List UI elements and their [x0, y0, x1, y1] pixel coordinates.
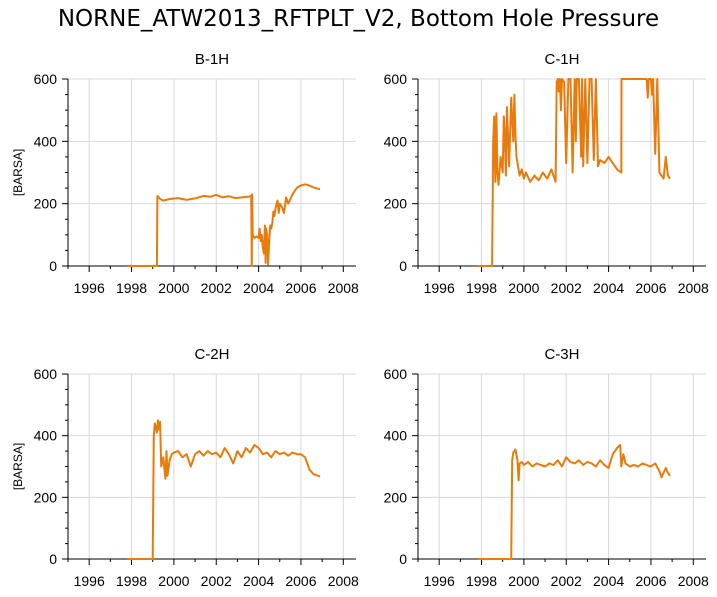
x-tick-label: 1996: [74, 573, 105, 589]
y-tick-label: 200: [384, 196, 408, 212]
x-tick-label: 1996: [74, 280, 105, 296]
x-tick-label: 2006: [635, 280, 666, 296]
x-tick-label: 2006: [285, 573, 316, 589]
x-tick-label: 2004: [243, 573, 274, 589]
x-tick-label: 2006: [635, 573, 666, 589]
subplot-title: C-2H: [194, 346, 229, 363]
bottom-hole-pressure-line: [127, 419, 321, 560]
y-tick-label: 0: [399, 551, 407, 567]
y-tick-label: 600: [384, 71, 408, 87]
subplot-c-3h: 0 200 400 600 1996 1998 2000 2002 2004 2006 2008 C-…: [384, 346, 709, 589]
subplot-b-1h: 0 200 400 600 1996 1998 2000 2002 2004 2006 2008 B-…: [11, 51, 359, 296]
x-tick-label: 2008: [678, 280, 709, 296]
x-tick-label: 2004: [593, 573, 624, 589]
x-tick-label: 2006: [285, 280, 316, 296]
y-axis-label: [BARSA]: [11, 149, 25, 196]
x-tick-label: 2000: [158, 573, 189, 589]
x-tick-label: 2008: [328, 573, 359, 589]
x-tick-label: 1998: [116, 573, 147, 589]
subplot-title: B-1H: [195, 51, 229, 68]
y-tick-label: 400: [384, 428, 408, 444]
subplot-c-2h: 0 200 400 600 1996 1998 2000 2002 2004 2006 2008 C-…: [11, 346, 359, 589]
x-tick-label: 1998: [466, 280, 497, 296]
y-tick-label: 200: [34, 489, 58, 505]
y-tick-label: 600: [34, 71, 58, 87]
x-tick-label: 2008: [328, 280, 359, 296]
x-tick-label: 2002: [551, 280, 582, 296]
x-tick-label: 1998: [466, 573, 497, 589]
x-tick-label: 2008: [678, 573, 709, 589]
x-tick-label: 2004: [593, 280, 624, 296]
x-tick-label: 2002: [201, 280, 232, 296]
subplot-c-1h: 0 200 400 600 1996 1998 2000 2002 2004 2006 2008 C-…: [384, 51, 709, 296]
y-tick-label: 600: [34, 366, 58, 382]
x-tick-label: 2000: [508, 573, 539, 589]
x-tick-label: 1996: [424, 280, 455, 296]
y-tick-label: 0: [49, 258, 57, 274]
y-tick-label: 0: [49, 551, 57, 567]
x-tick-label: 1996: [424, 573, 455, 589]
subplot-title: C-1H: [544, 51, 579, 68]
x-tick-label: 2000: [508, 280, 539, 296]
bottom-hole-pressure-line: [477, 78, 671, 267]
x-tick-label: 1998: [116, 280, 147, 296]
y-tick-label: 400: [34, 133, 58, 149]
x-tick-label: 2000: [158, 280, 189, 296]
y-tick-label: 600: [384, 366, 408, 382]
y-tick-label: 200: [34, 196, 58, 212]
x-tick-label: 2002: [201, 573, 232, 589]
bottom-hole-pressure-line: [127, 183, 321, 267]
y-tick-label: 200: [384, 489, 408, 505]
y-tick-label: 400: [34, 428, 58, 444]
bottom-hole-pressure-line: [477, 443, 671, 560]
subplot-title: C-3H: [544, 346, 579, 363]
y-axis-label: [BARSA]: [11, 443, 25, 490]
y-tick-label: 400: [384, 133, 408, 149]
x-tick-label: 2004: [243, 280, 274, 296]
x-tick-label: 2002: [551, 573, 582, 589]
figure-title: NORNE_ATW2013_RFTPLT_V2, Bottom Hole Pre…: [57, 6, 660, 32]
y-tick-label: 0: [399, 258, 407, 274]
